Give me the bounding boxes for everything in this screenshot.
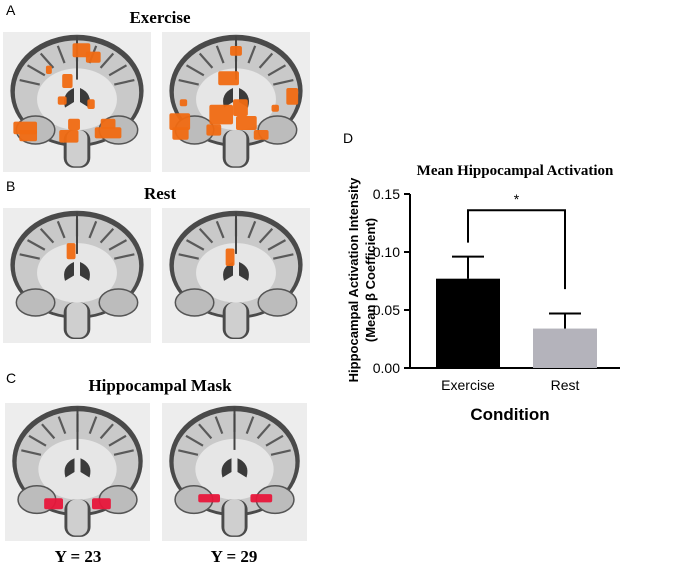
slice-coordinate-right: Y = 29	[210, 547, 258, 566]
exercise-brain-slice-left	[3, 32, 151, 172]
mask-brain-slice-left	[5, 403, 150, 541]
hippocampal-mask-region	[44, 498, 63, 510]
panel-a-title: Exercise	[129, 8, 191, 27]
activation-cluster	[45, 65, 52, 74]
hippocampal-mask-region	[92, 498, 111, 510]
activation-cluster	[271, 104, 279, 112]
y-tick-label: 0.05	[373, 302, 400, 318]
activation-cluster	[85, 51, 101, 63]
y-tick-label: 0.10	[373, 244, 400, 260]
hippocampal-mask-region	[250, 494, 273, 503]
hippocampal-activation-bar-chart: Mean Hippocampal Activation 0.00 0.05 0.10 0…	[346, 163, 620, 424]
activation-cluster	[62, 74, 73, 88]
bar-exercise	[436, 278, 500, 368]
panel-b-letter: B	[6, 178, 16, 194]
y-axis-label-units: (Mean β Coefficient)	[363, 218, 378, 342]
x-tick-label: Exercise	[441, 377, 495, 393]
panel-c-letter: C	[6, 370, 17, 386]
activation-cluster	[253, 130, 269, 140]
activation-cluster	[68, 118, 80, 130]
x-tick-label: Rest	[551, 377, 580, 393]
activation-cluster	[230, 46, 242, 56]
x-axis-label: Condition	[470, 405, 549, 424]
hippocampal-mask-region	[198, 494, 220, 503]
activation-cluster	[100, 118, 116, 129]
panel-d-letter: D	[343, 130, 354, 146]
bar-rest	[533, 328, 597, 368]
activation-cluster	[225, 248, 235, 267]
brain-section	[169, 34, 303, 168]
chart-title: Mean Hippocampal Activation	[417, 163, 614, 179]
panel-c-title: Hippocampal Mask	[88, 376, 232, 395]
brain-section	[12, 405, 143, 537]
significance-bracket	[467, 209, 566, 290]
mask-brain-slice-right	[162, 403, 307, 541]
exercise-brain-slice-right	[162, 32, 310, 172]
y-tick-label: 0.15	[373, 186, 400, 202]
activation-cluster	[87, 99, 95, 109]
activation-cluster	[57, 96, 67, 105]
activation-cluster	[286, 88, 299, 105]
activation-cluster	[19, 130, 38, 142]
activation-cluster	[236, 116, 257, 130]
y-axis-label: Hippocampal Activation Intensity	[346, 177, 361, 382]
activation-cluster	[233, 99, 248, 116]
activation-cluster	[59, 130, 79, 143]
brain-section	[169, 210, 303, 339]
brain-section	[10, 210, 144, 339]
activation-cluster	[172, 127, 189, 140]
slice-coordinate-left: Y = 23	[54, 547, 102, 566]
activation-cluster	[66, 243, 76, 260]
panel-a-letter: A	[6, 2, 16, 18]
y-tick-label: 0.00	[373, 360, 400, 376]
activation-cluster	[206, 124, 222, 136]
rest-brain-slice-right	[162, 208, 310, 343]
panel-b-title: Rest	[143, 184, 177, 203]
significance-marker: *	[514, 191, 520, 207]
rest-brain-slice-left	[3, 208, 151, 343]
activation-cluster	[169, 113, 191, 130]
activation-cluster	[209, 104, 234, 125]
brain-section	[169, 405, 300, 537]
activation-cluster	[94, 127, 122, 139]
activation-cluster	[218, 71, 239, 86]
activation-cluster	[179, 99, 188, 107]
